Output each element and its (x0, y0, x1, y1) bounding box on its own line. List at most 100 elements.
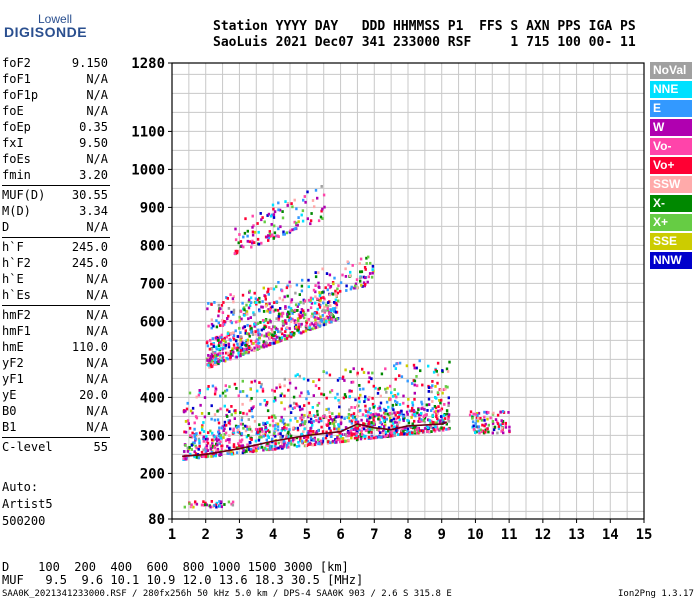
echo-point (303, 414, 306, 417)
echo-point (411, 422, 414, 426)
echo-point (217, 360, 220, 363)
echo-point (430, 409, 433, 412)
echo-point (212, 342, 215, 345)
echo-point (241, 390, 245, 393)
echo-point (314, 414, 317, 418)
echo-point (249, 441, 252, 445)
echo-point (229, 338, 232, 342)
echo-point (413, 419, 416, 423)
echo-point (400, 375, 404, 379)
echo-point (370, 275, 374, 279)
echo-point (246, 341, 250, 345)
echo-point (186, 446, 189, 450)
echo-point (382, 431, 385, 435)
echo-point (367, 430, 370, 434)
echo-point (286, 284, 289, 288)
echo-point (433, 423, 436, 427)
echo-point (229, 352, 233, 356)
echo-point (249, 398, 252, 402)
echo-point (261, 319, 265, 322)
echo-point (358, 262, 361, 265)
echo-point (246, 323, 249, 327)
echo-point (212, 356, 215, 360)
echo-point (245, 412, 249, 416)
echo-point (337, 423, 340, 426)
echo-point (322, 393, 326, 397)
echo-point (303, 195, 306, 198)
echo-point (331, 418, 334, 422)
echo-point (329, 285, 333, 288)
echo-point (225, 335, 228, 339)
echo-point (434, 425, 437, 429)
echo-point (214, 358, 217, 362)
echo-point (390, 391, 393, 395)
echo-point (423, 407, 426, 411)
echo-point (325, 371, 328, 375)
echo-point (491, 420, 495, 423)
echo-point (254, 439, 258, 443)
echo-point (224, 389, 227, 393)
echo-point (299, 311, 302, 314)
legend-item: X- (650, 195, 692, 212)
echo-point (183, 450, 186, 453)
echo-point (268, 341, 272, 345)
echo-point (398, 413, 401, 416)
echo-point (300, 289, 304, 293)
echo-point (266, 214, 269, 217)
echo-point (210, 342, 213, 346)
echo-point (333, 420, 336, 424)
echo-point (354, 398, 357, 402)
echo-point (339, 418, 343, 422)
echo-point (504, 421, 507, 425)
echo-point (283, 426, 286, 429)
echo-point (215, 501, 218, 505)
echo-point (335, 439, 338, 443)
echo-point (237, 346, 241, 350)
echo-point (202, 437, 205, 440)
echo-point (230, 310, 233, 314)
echo-point (384, 367, 387, 371)
echo-point (436, 391, 440, 395)
echo-point (346, 260, 349, 264)
echo-point (322, 437, 325, 441)
echo-point (400, 412, 403, 416)
echo-point (321, 217, 324, 220)
echo-point (194, 437, 197, 441)
echo-point (216, 439, 219, 443)
echo-point (293, 437, 296, 441)
echo-point (384, 409, 387, 412)
echo-point (255, 302, 258, 306)
echo-point (287, 319, 291, 322)
echo-point (234, 329, 237, 333)
echo-point (214, 454, 217, 458)
echo-point (228, 450, 232, 454)
echo-point (206, 387, 209, 391)
echo-point (372, 436, 376, 440)
echo-point (243, 341, 246, 345)
echo-point (280, 443, 284, 447)
footer-version: Ion2Png 1.3.17 (618, 589, 694, 599)
echo-point (258, 435, 261, 439)
echo-point (412, 409, 415, 412)
echo-point (309, 328, 312, 331)
echo-point (385, 390, 388, 394)
echo-point (248, 448, 251, 451)
echo-point (417, 413, 421, 417)
echo-point (236, 428, 239, 432)
echo-point (195, 432, 198, 435)
echo-point (212, 343, 215, 347)
echo-point (222, 343, 226, 347)
echo-point (205, 435, 208, 438)
echo-point (442, 426, 446, 430)
echo-point (370, 421, 373, 424)
echo-point (260, 328, 263, 332)
echo-point (245, 310, 249, 314)
echo-point (354, 418, 358, 421)
echo-point (484, 422, 487, 426)
echo-point (299, 408, 302, 412)
echo-point (260, 241, 263, 245)
echo-point (299, 316, 302, 319)
echo-point (245, 435, 249, 439)
echo-point (214, 336, 217, 340)
echo-point (256, 342, 259, 345)
